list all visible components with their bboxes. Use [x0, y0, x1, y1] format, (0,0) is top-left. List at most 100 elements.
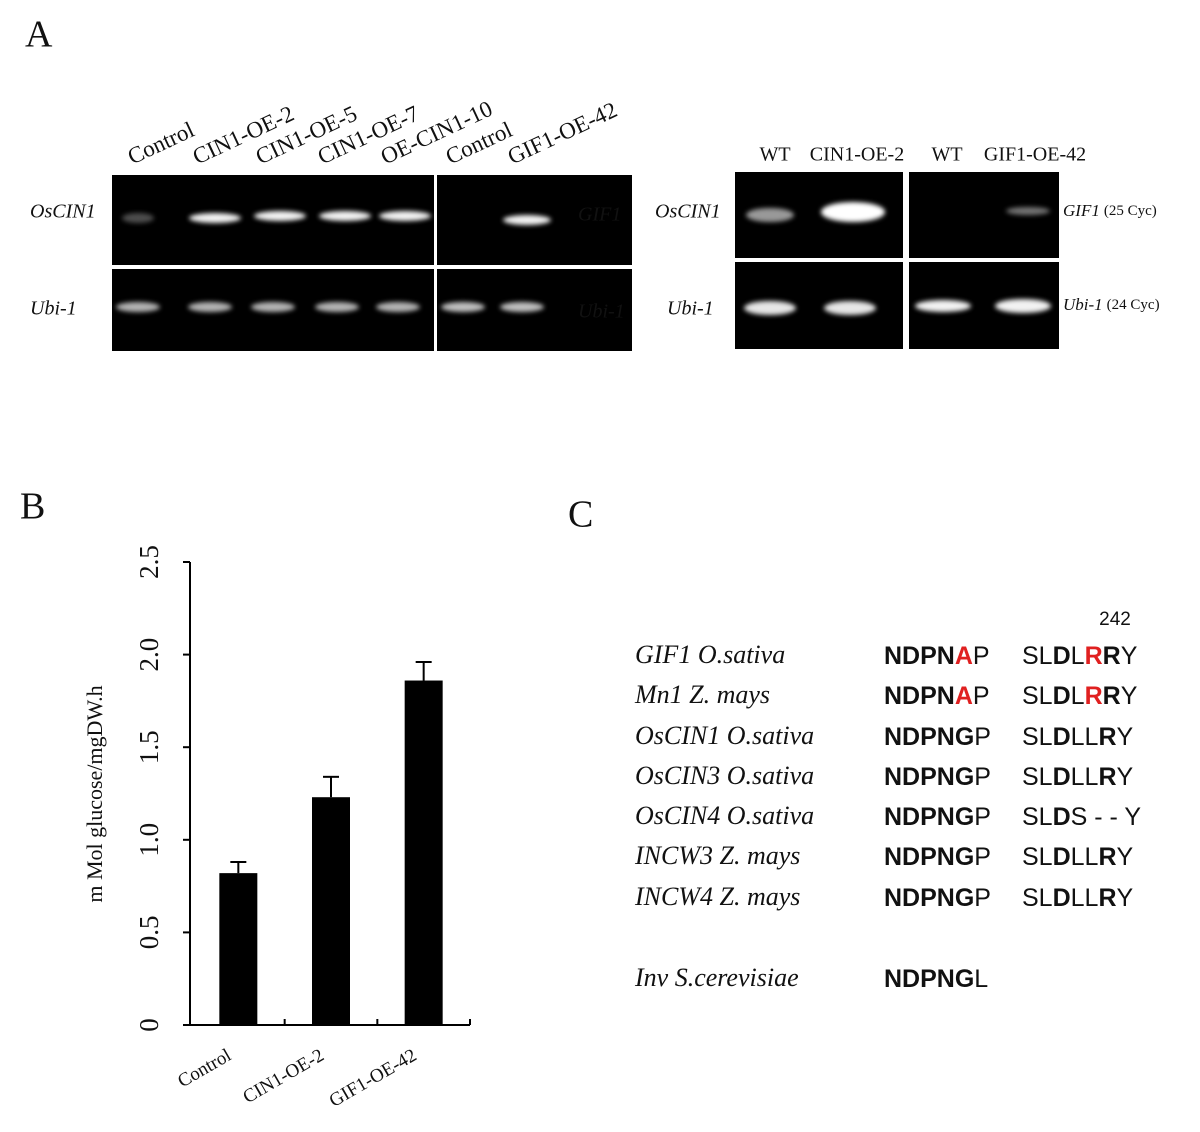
- motif: NDPNAP: [884, 682, 990, 710]
- gel-band: [441, 302, 485, 312]
- motif: NDPNGL: [884, 965, 988, 993]
- sequence-name: GIF1 O.sativa: [635, 640, 785, 669]
- residue: P: [974, 843, 991, 871]
- sequence-name: INCW4 Z. mays: [634, 882, 800, 911]
- residue: L: [1071, 642, 1085, 670]
- sequence-name: Inv S.cerevisiae: [634, 963, 799, 992]
- residue: Y: [1121, 642, 1138, 670]
- residue: SL: [1022, 803, 1053, 831]
- residue: D: [1053, 723, 1071, 751]
- motif: NDPNGP: [884, 843, 991, 871]
- residue: R: [1098, 884, 1116, 912]
- gel-band: [189, 213, 241, 223]
- residue: D: [1053, 843, 1071, 871]
- residue: S - - Y: [1071, 803, 1142, 831]
- residue: Y: [1121, 682, 1138, 710]
- cycle-note: (24 Cyc): [1107, 297, 1160, 313]
- gel-band: [503, 215, 551, 225]
- gel-band: [1006, 207, 1050, 215]
- motif: NDPNGP: [884, 723, 991, 751]
- gel-band: [744, 301, 796, 315]
- residue: SL: [1022, 682, 1053, 710]
- row-label: GIF1: [578, 204, 621, 226]
- residue: NDPNG: [884, 965, 974, 993]
- cycle-note: (25 Cyc): [1104, 203, 1157, 219]
- residue: NDPNG: [884, 803, 974, 831]
- residue: P: [973, 642, 990, 670]
- residue: D: [1053, 642, 1071, 670]
- bar: [312, 797, 350, 1025]
- y-tick-label: 1.5: [134, 730, 164, 764]
- gel-band: [188, 302, 232, 312]
- y-tick-label: 1.0: [134, 823, 164, 857]
- residue: NDPNG: [884, 843, 974, 871]
- residue: SL: [1022, 843, 1053, 871]
- panel-label: B: [20, 486, 45, 528]
- sequence-name: OsCIN1 O.sativa: [635, 721, 814, 750]
- residue: D: [1053, 763, 1071, 791]
- motif: SLDLLRY: [1022, 763, 1134, 791]
- motif: SLDLLRY: [1022, 884, 1134, 912]
- residue: R: [1103, 682, 1121, 710]
- residue: R: [1098, 723, 1116, 751]
- residue: R: [1098, 763, 1116, 791]
- motif: SLDLRRY: [1022, 642, 1138, 670]
- residue: R: [1098, 843, 1116, 871]
- lane-label: Control: [124, 117, 198, 169]
- gel-band: [746, 208, 794, 222]
- sequence-name: Mn1 Z. mays: [634, 680, 770, 709]
- y-axis-label: m Mol glucose/mgDW.h: [82, 685, 107, 902]
- gene-name: GIF1: [1063, 201, 1100, 220]
- gel-band: [824, 301, 876, 315]
- gel-band: [500, 302, 544, 312]
- motif: NDPNGP: [884, 803, 991, 831]
- residue: LL: [1071, 843, 1099, 871]
- gel-band: [915, 300, 971, 312]
- residue: Y: [1117, 884, 1134, 912]
- residue: P: [974, 723, 991, 751]
- y-tick-label: 0.5: [134, 916, 164, 950]
- residue: R: [1085, 642, 1103, 670]
- row-label: Ubi-1: [578, 301, 625, 323]
- bar: [219, 873, 258, 1025]
- residue: L: [974, 965, 988, 993]
- residue: R: [1103, 642, 1121, 670]
- lane-label: CIN1-OE-2: [810, 144, 904, 166]
- residue: NDPNG: [884, 723, 974, 751]
- residue: P: [973, 682, 990, 710]
- residue: P: [974, 763, 991, 791]
- gel-band: [116, 302, 160, 312]
- motif: NDPNGP: [884, 763, 991, 791]
- gel-band: [122, 213, 154, 223]
- motif: SLDLLRY: [1022, 843, 1134, 871]
- row-label: Ubi-1 (24 Cyc): [1063, 295, 1160, 314]
- residue: SL: [1022, 723, 1053, 751]
- gel-frame: [909, 172, 1059, 258]
- residue: NDPN: [884, 642, 955, 670]
- residue: D: [1053, 884, 1071, 912]
- gel-left: [112, 175, 632, 351]
- residue: L: [1071, 682, 1085, 710]
- lane-label: WT: [759, 144, 790, 166]
- panel-label: C: [568, 494, 593, 536]
- gel-band: [821, 202, 885, 222]
- residue: P: [974, 803, 991, 831]
- residue: P: [974, 884, 991, 912]
- sequence-name: OsCIN4 O.sativa: [635, 801, 814, 830]
- gel-band: [315, 302, 359, 312]
- residue: LL: [1071, 763, 1099, 791]
- residue: D: [1053, 803, 1071, 831]
- y-tick-label: 0: [134, 1018, 164, 1032]
- residue: LL: [1071, 723, 1099, 751]
- gel-band: [376, 302, 420, 312]
- residue-position: 242: [1099, 609, 1131, 630]
- residue: Y: [1117, 723, 1134, 751]
- gel-band: [319, 211, 371, 221]
- sequence-name: OsCIN3 O.sativa: [635, 761, 814, 790]
- lane-label: GIF1-OE-42: [504, 97, 621, 169]
- residue: NDPNG: [884, 884, 974, 912]
- x-tick-label: CIN1-OE-2: [239, 1045, 327, 1108]
- residue: R: [1085, 682, 1103, 710]
- panel-label: A: [25, 14, 53, 56]
- residue: A: [955, 682, 973, 710]
